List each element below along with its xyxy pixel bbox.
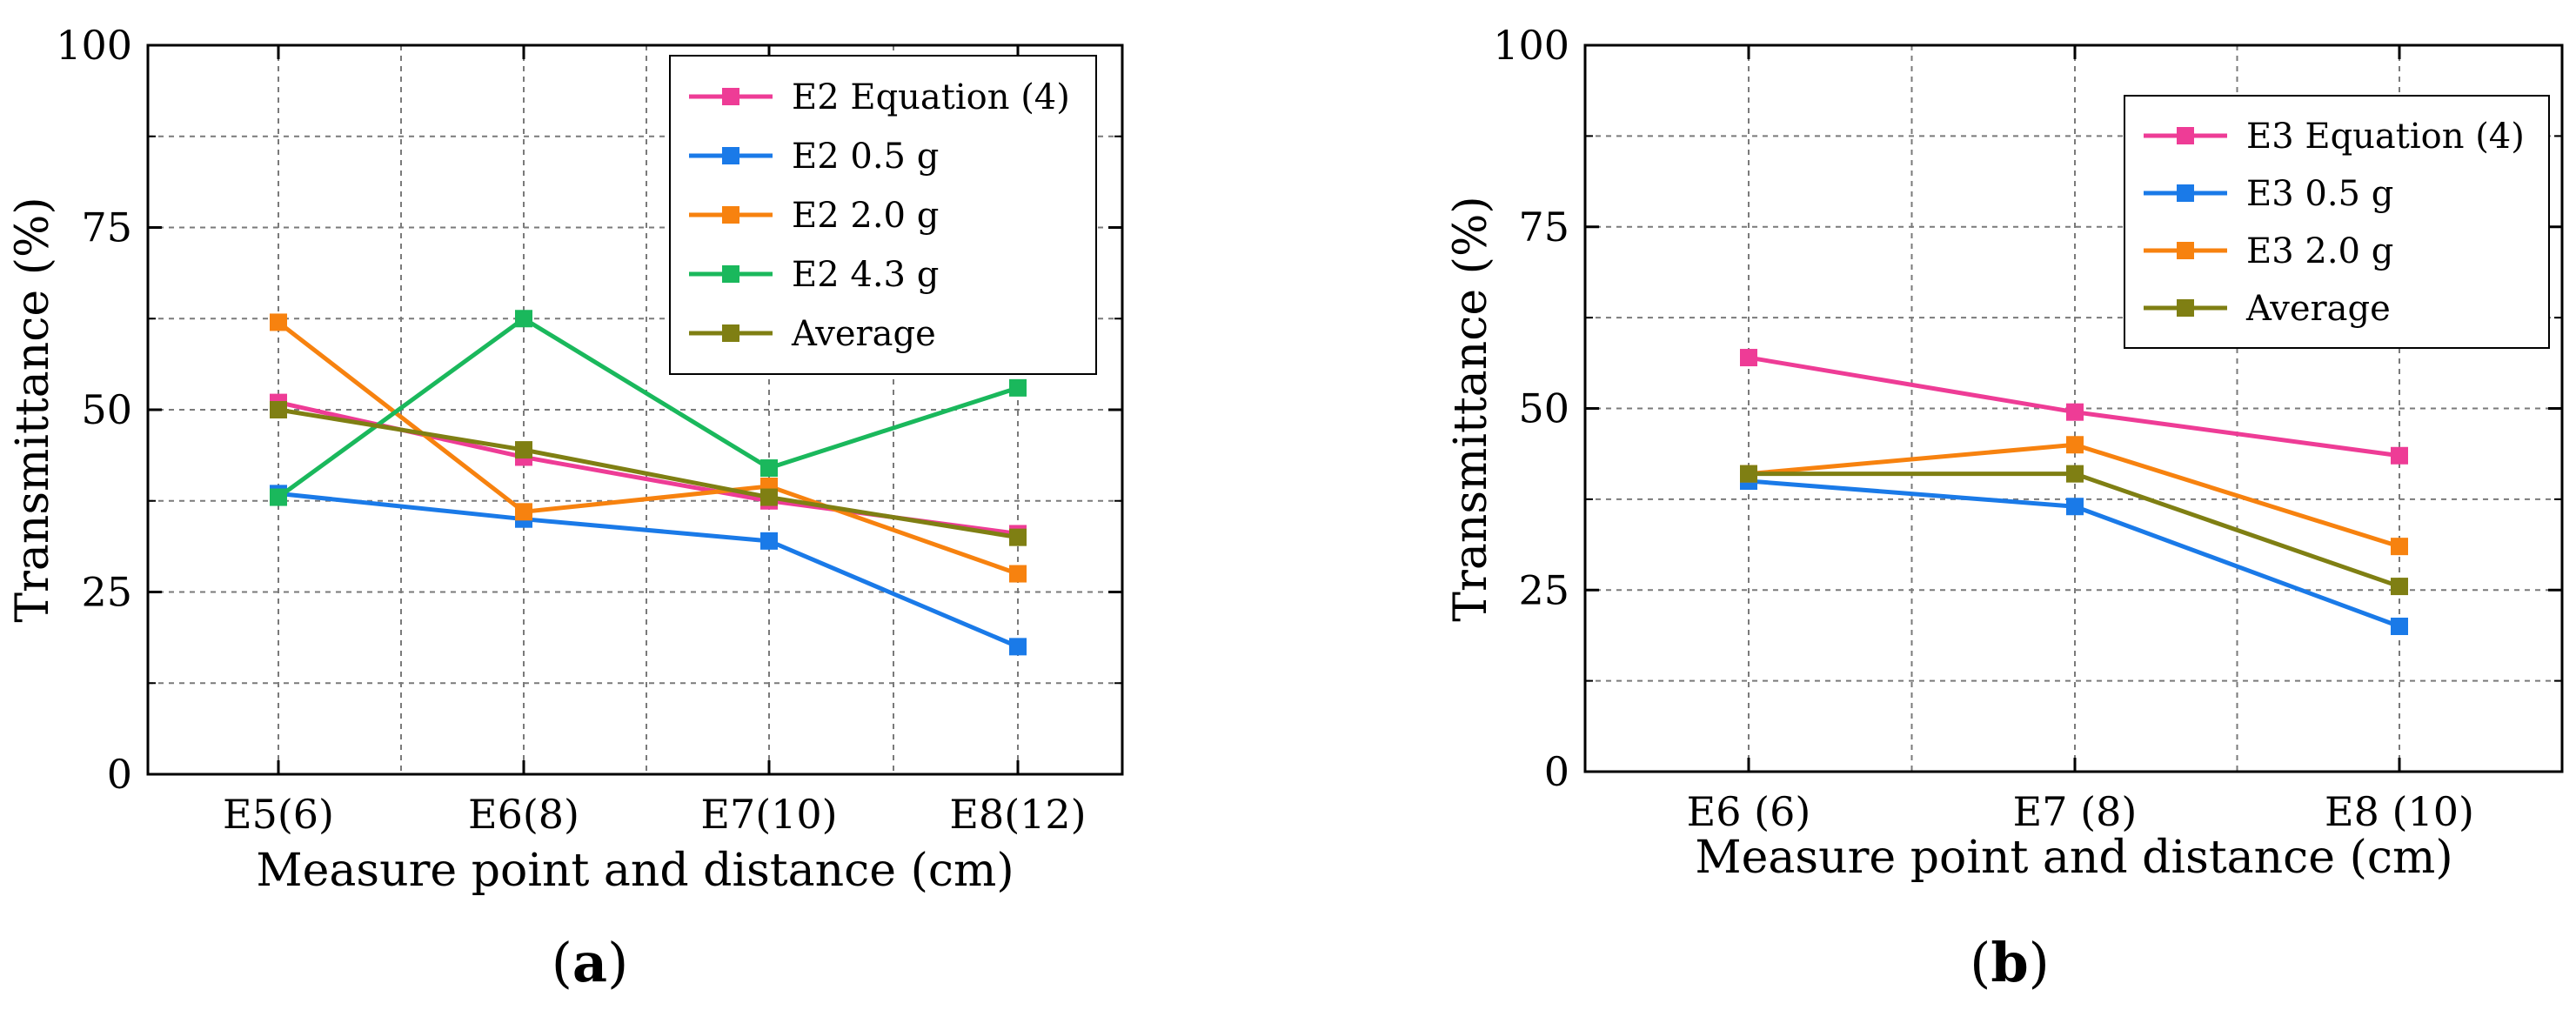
data-point xyxy=(2066,498,2084,516)
data-point xyxy=(1009,528,1027,546)
panel-letter: a xyxy=(572,931,607,994)
panel-paren-open: ( xyxy=(1970,931,1991,994)
x-tick-label: E5(6) xyxy=(223,791,334,838)
legend: E3 Equation (4) E3 0.5 g E3 2.0 g Average xyxy=(2124,95,2550,349)
y-tick-label: 0 xyxy=(107,751,132,798)
data-point xyxy=(270,401,287,418)
panel-label: (a) xyxy=(552,931,629,994)
y-tick-label: 75 xyxy=(81,204,132,251)
data-point xyxy=(515,503,532,521)
legend-marker xyxy=(2177,299,2194,317)
series-line xyxy=(277,320,1019,576)
y-tick-label: 50 xyxy=(81,386,132,433)
series-0 xyxy=(1740,349,2408,465)
data-point xyxy=(1740,465,1757,483)
chart-b: 0 25 50 75 100 E6 (6) E7 (8) E8 (10) Transmittan… xyxy=(1445,22,2564,994)
y-tick-label: 0 xyxy=(1544,748,1569,795)
series-3 xyxy=(1740,465,2408,596)
series-line xyxy=(278,407,1019,540)
x-axis-label: Measure point and distance (cm) xyxy=(1695,832,2452,884)
chart-a: 0 25 50 75 100 E5(6) E6(8) E7(10) E8(12) Transmit… xyxy=(7,22,1124,994)
panel-label: (b) xyxy=(1970,931,2050,994)
legend-label: E2 2.0 g xyxy=(792,196,939,236)
x-tick-label: E7 (8) xyxy=(2013,788,2138,835)
y-axis-label: Transmittance (%) xyxy=(1445,196,1497,621)
series-1 xyxy=(270,485,1027,656)
x-tick-label: E6(8) xyxy=(468,791,579,838)
data-point xyxy=(2066,436,2084,454)
legend-label: Average xyxy=(791,314,936,354)
legend-marker xyxy=(722,265,739,283)
legend-marker xyxy=(2177,127,2194,144)
x-axis-label: Measure point and distance (cm) xyxy=(256,845,1014,897)
data-point xyxy=(1740,349,1757,367)
legend-marker xyxy=(722,88,739,105)
data-point xyxy=(2391,538,2408,556)
series-4 xyxy=(270,401,1027,546)
data-point xyxy=(1009,565,1027,583)
y-tick-label: 25 xyxy=(81,569,132,616)
legend-label: E2 Equation (4) xyxy=(792,77,1070,117)
series-2 xyxy=(270,313,1027,583)
y-tick-label: 50 xyxy=(1518,385,1569,432)
data-point xyxy=(2391,578,2408,596)
data-point xyxy=(1009,638,1027,656)
legend: E2 Equation (4) E2 0.5 g E2 2.0 g E2 4.3 g A… xyxy=(669,55,1097,375)
legend-label: E3 Equation (4) xyxy=(2246,117,2525,157)
panel-paren-open: ( xyxy=(552,931,572,994)
data-point xyxy=(270,313,287,331)
panel-paren-close: ) xyxy=(607,931,628,994)
y-tick-label: 100 xyxy=(56,22,132,69)
x-tick-label: E8 (10) xyxy=(2325,788,2474,835)
legend-label: Average xyxy=(2245,289,2391,329)
data-point xyxy=(760,459,778,478)
legend-marker xyxy=(2177,184,2194,202)
x-tick-label: E7(10) xyxy=(700,791,837,838)
y-tick-label: 100 xyxy=(1493,22,1569,69)
data-point xyxy=(2391,446,2408,465)
legend-marker xyxy=(722,324,739,342)
legend-marker xyxy=(722,206,739,224)
legend-label: E3 2.0 g xyxy=(2246,231,2393,271)
y-tick-label: 75 xyxy=(1518,204,1569,251)
legend-label: E2 0.5 g xyxy=(792,137,939,177)
legend-label: E2 4.3 g xyxy=(792,255,939,295)
series-line xyxy=(277,316,1019,499)
data-point xyxy=(515,310,532,328)
y-axis-label: Transmittance (%) xyxy=(7,197,59,622)
legend-marker xyxy=(2177,242,2194,259)
data-point xyxy=(1009,378,1027,397)
data-point xyxy=(270,488,287,506)
data-point xyxy=(2391,618,2408,635)
data-point xyxy=(2066,465,2084,483)
y-tick-label: 25 xyxy=(1518,566,1569,613)
data-point xyxy=(515,441,532,459)
x-tick-label: E8(12) xyxy=(949,791,1086,838)
x-tick-label: E6 (6) xyxy=(1687,788,1811,835)
panel-letter: b xyxy=(1991,931,2028,994)
panel-paren-close: ) xyxy=(2029,931,2050,994)
legend-label: E3 0.5 g xyxy=(2246,174,2393,214)
data-point xyxy=(760,532,778,550)
series-3 xyxy=(270,310,1027,506)
data-point xyxy=(760,488,778,506)
legend-marker xyxy=(722,147,739,164)
data-point xyxy=(2066,403,2084,421)
series-line xyxy=(278,491,1019,649)
